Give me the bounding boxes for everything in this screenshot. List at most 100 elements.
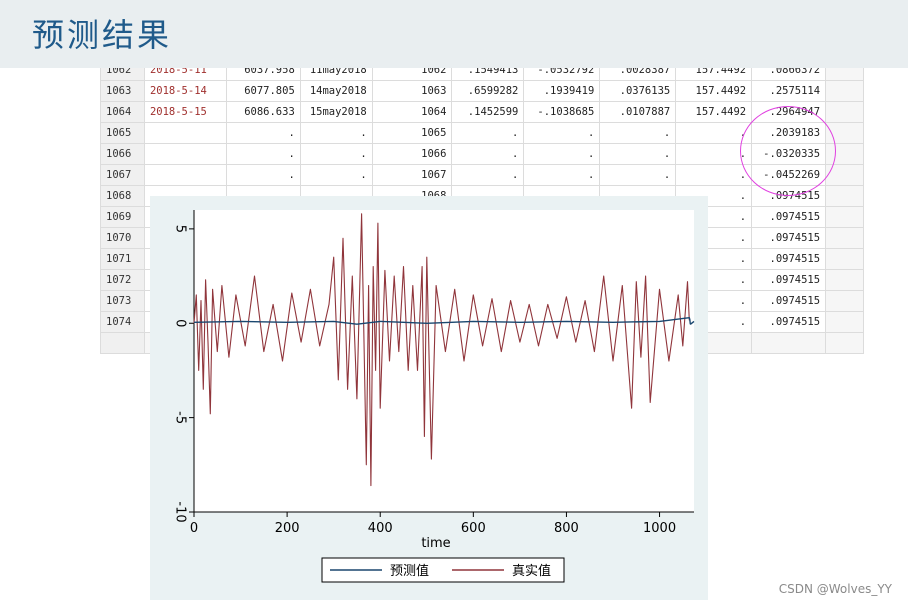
date-cell[interactable]: 2018-5-14	[143, 80, 227, 102]
table-cell[interactable]: .0974515	[751, 311, 827, 333]
table-cell[interactable]: .	[599, 164, 677, 186]
empty-cell	[751, 332, 827, 354]
table-cell[interactable]: .0028387	[599, 68, 677, 81]
table-cell[interactable]: 157.4492	[675, 101, 753, 123]
table-cell[interactable]: .0974515	[751, 206, 827, 228]
row-number-cell: 1067	[100, 164, 145, 186]
x-tick-label: 200	[275, 521, 300, 536]
y-tick-label: 5	[173, 225, 188, 233]
table-cell[interactable]: .	[299, 122, 373, 144]
table-cell[interactable]: 1067	[371, 164, 453, 186]
forecast-chart-panel: -10 -5 0 5 0 200 400 600 800 1000 time 预测值 真实值	[150, 196, 708, 600]
table-cell[interactable]: .0376135	[599, 80, 677, 102]
table-cell[interactable]: .0974515	[751, 290, 827, 312]
table-cell[interactable]: .	[523, 164, 601, 186]
table-cell[interactable]: .	[225, 143, 301, 165]
x-tick-label: 0	[190, 521, 198, 536]
table-cell[interactable]: .1452599	[451, 101, 525, 123]
page-title: 预测结果	[32, 16, 173, 54]
empty-cell	[825, 80, 864, 102]
table-cell[interactable]: 1066	[371, 143, 453, 165]
table-row: 1063 2018-5-14 6077.805 14may2018 1063.65992…	[100, 80, 864, 102]
empty-cell	[825, 185, 864, 207]
table-cell[interactable]: .6599282	[451, 80, 525, 102]
date-cell[interactable]	[143, 143, 227, 165]
table-cell[interactable]: .1549413	[451, 68, 525, 81]
table-cell[interactable]: .	[675, 164, 753, 186]
x-tick-label: 800	[554, 521, 579, 536]
date-cell[interactable]: 2018-5-15	[143, 101, 227, 123]
table-cell[interactable]: 11may2018	[299, 68, 373, 81]
table-cell[interactable]: .0107887	[599, 101, 677, 123]
row-number-cell: 1071	[100, 248, 145, 270]
table-cell[interactable]: 1062	[371, 68, 453, 81]
legend-label: 真实值	[512, 563, 551, 579]
y-tick-label: -5	[173, 411, 188, 424]
x-tick-label: 400	[368, 521, 393, 536]
table-cell[interactable]: .	[225, 122, 301, 144]
table-cell[interactable]: .0866372	[751, 68, 827, 81]
table-cell[interactable]: 1063	[371, 80, 453, 102]
row-number-cell: 1069	[100, 206, 145, 228]
date-cell[interactable]	[143, 164, 227, 186]
table-cell[interactable]: -.0532792	[523, 68, 601, 81]
row-number-cell: 1066	[100, 143, 145, 165]
row-number-cell: 1062	[100, 68, 145, 81]
table-cell[interactable]: .	[523, 122, 601, 144]
table-cell[interactable]: .2575114	[751, 80, 827, 102]
table-cell[interactable]: 14may2018	[299, 80, 373, 102]
table-cell[interactable]: .	[451, 122, 525, 144]
slide-title-bar: 预测结果	[0, 0, 908, 68]
table-cell[interactable]: 1065	[371, 122, 453, 144]
table-cell[interactable]: .0974515	[751, 269, 827, 291]
empty-cell	[825, 227, 864, 249]
table-cell[interactable]: .1939419	[523, 80, 601, 102]
y-tick-label: -10	[173, 501, 188, 522]
table-cell[interactable]: .	[451, 143, 525, 165]
table-cell[interactable]: .	[299, 164, 373, 186]
x-tick-label: 600	[461, 521, 486, 536]
x-axis-label: time	[421, 536, 450, 551]
table-cell[interactable]: -.1038685	[523, 101, 601, 123]
row-number-cell: 1065	[100, 122, 145, 144]
table-cell[interactable]: .	[523, 143, 601, 165]
row-number-cell: 1074	[100, 311, 145, 333]
table-cell[interactable]: .	[451, 164, 525, 186]
table-cell[interactable]: 6037.958	[225, 68, 301, 81]
table-row: 1062 2018-5-11 6037.958 11may2018 1062.15494…	[100, 68, 864, 81]
table-cell[interactable]: 157.4492	[675, 80, 753, 102]
empty-cell	[825, 269, 864, 291]
table-cell[interactable]: .	[225, 164, 301, 186]
highlight-circle	[740, 106, 836, 196]
empty-cell	[825, 248, 864, 270]
row-number-cell: 1070	[100, 227, 145, 249]
date-cell[interactable]: 2018-5-11	[143, 68, 227, 81]
table-row: 1064 2018-5-15 6086.633 15may2018 1064.14525…	[100, 101, 864, 123]
table-cell[interactable]: 157.4492	[675, 68, 753, 81]
row-number-cell: 1068	[100, 185, 145, 207]
forecast-chart: -10 -5 0 5 0 200 400 600 800 1000 time 预测值 真实值	[173, 210, 695, 583]
table-cell[interactable]: .	[299, 143, 373, 165]
date-cell[interactable]	[143, 122, 227, 144]
empty-cell	[825, 68, 864, 81]
plot-area	[194, 210, 694, 512]
table-cell[interactable]: 6086.633	[225, 101, 301, 123]
empty-cell	[825, 101, 864, 123]
table-cell[interactable]: 15may2018	[299, 101, 373, 123]
predicted-series-line	[193, 316, 695, 325]
table-cell[interactable]: .	[599, 143, 677, 165]
actual-series-line	[193, 213, 690, 487]
empty-cell	[100, 332, 145, 354]
table-cell[interactable]: 6077.805	[225, 80, 301, 102]
empty-cell	[825, 332, 864, 354]
legend-label: 预测值	[390, 563, 429, 579]
table-cell[interactable]: 1064	[371, 101, 453, 123]
table-cell[interactable]: .0974515	[751, 248, 827, 270]
watermark: CSDN @Wolves_YY	[778, 582, 892, 596]
row-number-cell: 1072	[100, 269, 145, 291]
table-cell[interactable]: .0974515	[751, 227, 827, 249]
x-tick-label: 1000	[643, 521, 676, 536]
empty-cell	[825, 290, 864, 312]
table-cell[interactable]: .	[599, 122, 677, 144]
row-number-cell: 1064	[100, 101, 145, 123]
